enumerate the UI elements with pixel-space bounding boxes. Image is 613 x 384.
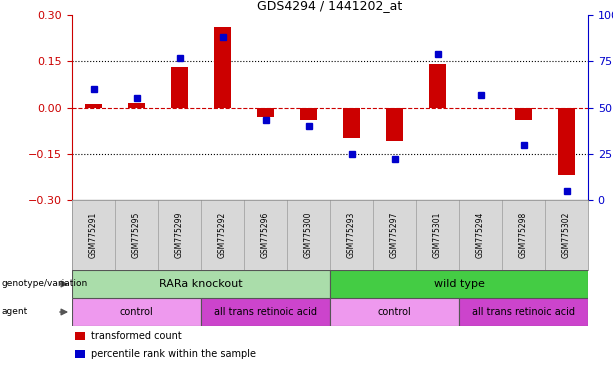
Bar	[343, 108, 360, 138]
Bar	[386, 108, 403, 141]
Text: GSM775302: GSM775302	[562, 212, 571, 258]
Text: GSM775300: GSM775300	[304, 212, 313, 258]
Bar	[201, 298, 330, 326]
Bar	[459, 298, 588, 326]
Bar	[257, 108, 274, 117]
Text: genotype/variation: genotype/variation	[1, 280, 88, 288]
Text: GSM775297: GSM775297	[390, 212, 399, 258]
Bar	[429, 65, 446, 108]
Text: GSM775301: GSM775301	[433, 212, 442, 258]
Text: control: control	[378, 307, 411, 317]
Bar	[330, 298, 459, 326]
Text: GSM775295: GSM775295	[132, 212, 141, 258]
Text: GSM775291: GSM775291	[89, 212, 98, 258]
Text: GSM775293: GSM775293	[347, 212, 356, 258]
Text: agent: agent	[1, 308, 28, 316]
Text: transformed count: transformed count	[91, 331, 182, 341]
Text: all trans retinoic acid: all trans retinoic acid	[214, 307, 317, 317]
Bar	[515, 108, 532, 120]
Bar	[558, 108, 575, 175]
Text: percentile rank within the sample: percentile rank within the sample	[91, 349, 256, 359]
Text: wild type: wild type	[433, 279, 484, 289]
Bar	[72, 270, 330, 298]
Bar	[72, 298, 201, 326]
Text: GSM775292: GSM775292	[218, 212, 227, 258]
Text: GSM775296: GSM775296	[261, 212, 270, 258]
Bar	[85, 104, 102, 108]
Bar	[128, 103, 145, 108]
Title: GDS4294 / 1441202_at: GDS4294 / 1441202_at	[257, 0, 403, 12]
Bar	[214, 27, 231, 108]
Bar	[300, 108, 317, 120]
Text: GSM775294: GSM775294	[476, 212, 485, 258]
Text: GSM775299: GSM775299	[175, 212, 184, 258]
Bar	[171, 68, 188, 108]
Text: control: control	[120, 307, 153, 317]
Text: GSM775298: GSM775298	[519, 212, 528, 258]
Text: RARa knockout: RARa knockout	[159, 279, 243, 289]
Text: all trans retinoic acid: all trans retinoic acid	[472, 307, 575, 317]
Bar	[330, 270, 588, 298]
